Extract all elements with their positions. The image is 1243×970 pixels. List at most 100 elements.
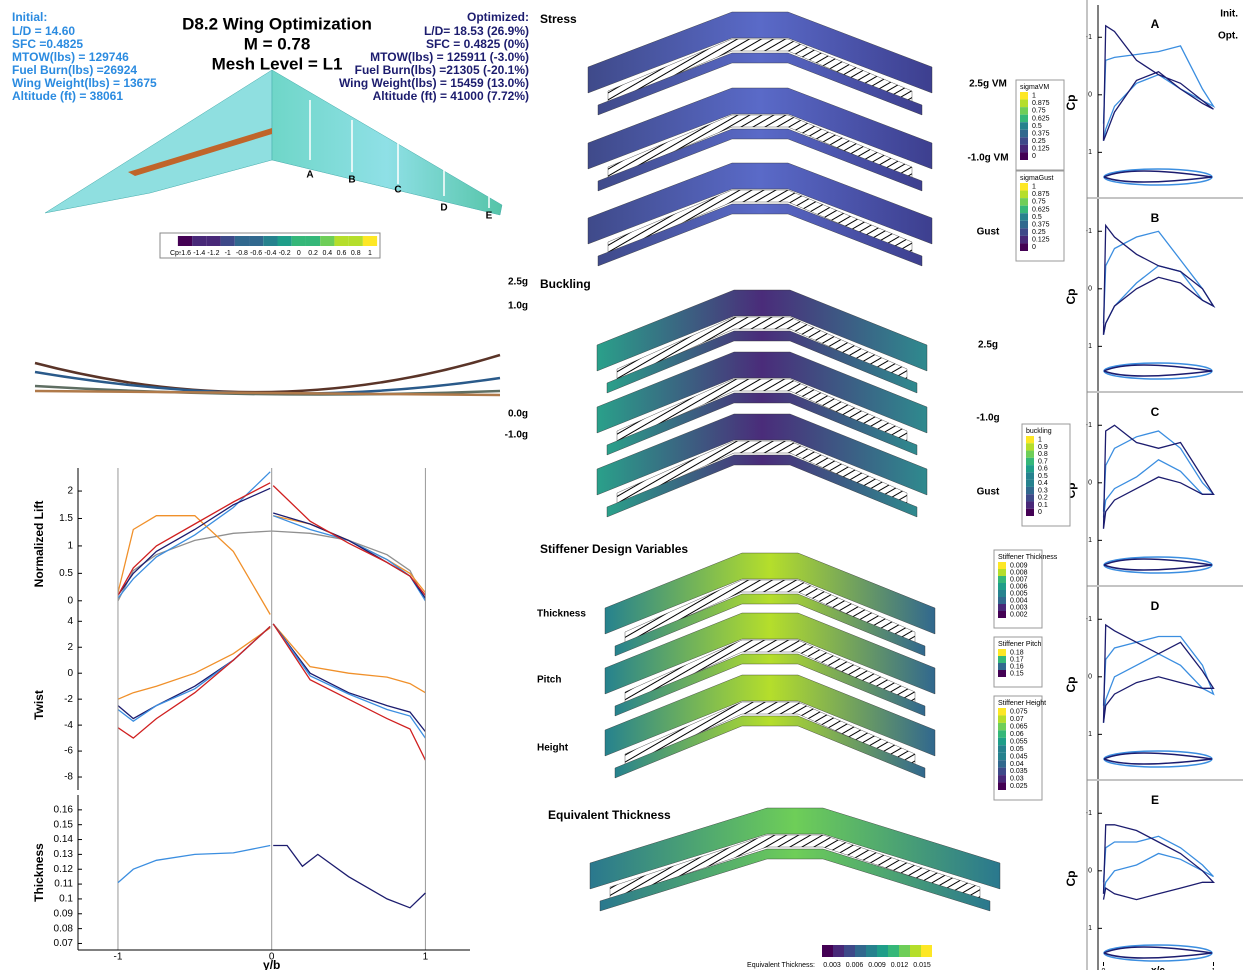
colorbar-cell [877, 945, 888, 957]
label: 0.625 [1032, 206, 1050, 213]
label: 1 [1038, 436, 1042, 443]
label: -0.2 [279, 250, 291, 257]
label: 0.15 [54, 819, 74, 830]
label: 1 [1212, 968, 1216, 970]
colorbar-cell [998, 708, 1006, 716]
label: Stress [540, 12, 577, 26]
label: 0.25 [1032, 229, 1046, 236]
colorbar-cell [1020, 183, 1028, 191]
label: 1.5 [59, 513, 73, 524]
label: 0.04 [1010, 761, 1024, 768]
label: -0.4 [264, 250, 276, 257]
label: 1 [423, 952, 429, 963]
label: 1 [1088, 149, 1092, 156]
colorbar-cell [220, 236, 235, 246]
label: -2 [64, 694, 73, 705]
label: 0.004 [1010, 597, 1028, 604]
colorbar-cell [1026, 486, 1034, 495]
colorbar-cell [277, 236, 292, 246]
colorbar-cell [998, 649, 1006, 656]
label: Optimized: [467, 10, 529, 24]
label: 0.9 [1038, 444, 1048, 451]
label: 0 [67, 595, 73, 606]
colorbar-cell [1020, 122, 1028, 130]
label: SFC = 0.4825 (0%) [426, 37, 529, 51]
label: 0.75 [1032, 108, 1046, 115]
label: 1 [1088, 537, 1092, 544]
colorbar-cell [998, 656, 1006, 663]
series-line [1102, 635, 1215, 723]
wing-skin [597, 52, 923, 116]
label: y/b [263, 958, 280, 970]
label: 0 [1032, 153, 1036, 160]
label: 0 [1038, 509, 1042, 516]
label: 0.035 [1010, 768, 1028, 775]
label: Fuel Burn(lbs) =21305 (-20.1%) [355, 63, 529, 77]
colorbar-cell [1020, 235, 1028, 244]
label: sigmaGust [1020, 175, 1054, 182]
colorbar-cell [844, 945, 855, 957]
colorbar-cell [888, 945, 899, 957]
label: 0.075 [1010, 709, 1028, 716]
label: 1 [368, 250, 372, 257]
colorbar-cell [1020, 213, 1028, 221]
label: D [440, 203, 447, 214]
label: 0.015 [913, 962, 931, 969]
colorbar-cell [998, 730, 1006, 738]
label: 0.009 [1010, 562, 1028, 569]
airfoil [1103, 364, 1213, 377]
label: Opt. [1218, 31, 1238, 42]
label: 0.005 [1010, 590, 1028, 597]
label: 0.055 [1010, 738, 1028, 745]
colorbar-cell [1026, 479, 1034, 487]
label: -1.0g VM [967, 153, 1008, 164]
colorbar-cell [1026, 465, 1034, 473]
airfoil [1103, 752, 1213, 765]
label: E [1151, 793, 1159, 807]
colorbar-cell [1026, 501, 1034, 509]
colorbar-cell [855, 945, 866, 957]
label: -1.2 [207, 250, 219, 257]
colorbar-cell [1020, 152, 1028, 160]
series-line [1102, 430, 1216, 518]
label: 0.045 [1010, 753, 1028, 760]
label: 0.6 [1038, 466, 1048, 473]
label: Cp [1064, 677, 1078, 693]
label: Mesh Level = L1 [212, 54, 343, 73]
wing-skin [597, 128, 923, 192]
colorbar-cell [1020, 243, 1028, 251]
label: Stiffener Height [998, 700, 1046, 707]
label: -1.0g [976, 413, 999, 424]
label: Twist [32, 690, 46, 720]
series-line [1102, 824, 1216, 901]
label: x/c [1151, 966, 1165, 970]
label: 0.003 [823, 962, 841, 969]
label: 0.8 [1038, 451, 1048, 458]
colorbar-cell [291, 236, 306, 246]
label: 0.375 [1032, 221, 1050, 228]
label: Thickness [32, 843, 46, 902]
series-line [1102, 230, 1216, 335]
wing-skin [614, 715, 926, 779]
wing-skin [596, 351, 928, 434]
label: 2.5g [508, 277, 528, 288]
label: 0.3 [1038, 487, 1048, 494]
airfoil [1103, 946, 1213, 959]
label: 0 [67, 668, 73, 679]
label: 0.07 [1010, 716, 1024, 723]
label: 0.18 [1010, 649, 1024, 656]
label: 0.17 [1010, 656, 1024, 663]
label: Altitude (ft) = 38061 [12, 89, 123, 103]
wing-skin [587, 11, 933, 94]
label: Thickness [537, 609, 586, 620]
wing-skin [606, 454, 918, 518]
colorbar-cell [822, 945, 833, 957]
label: MTOW(lbs) = 125911 (-3.0%) [370, 50, 529, 64]
label: -0.6 [250, 250, 262, 257]
wing-skin [606, 392, 918, 456]
label: 0 [1088, 674, 1092, 681]
label: Equivalent Thickness: [747, 962, 815, 969]
label: 0.008 [1010, 569, 1028, 576]
wing-skin [599, 848, 991, 912]
label: Stiffener Pitch [998, 641, 1042, 648]
